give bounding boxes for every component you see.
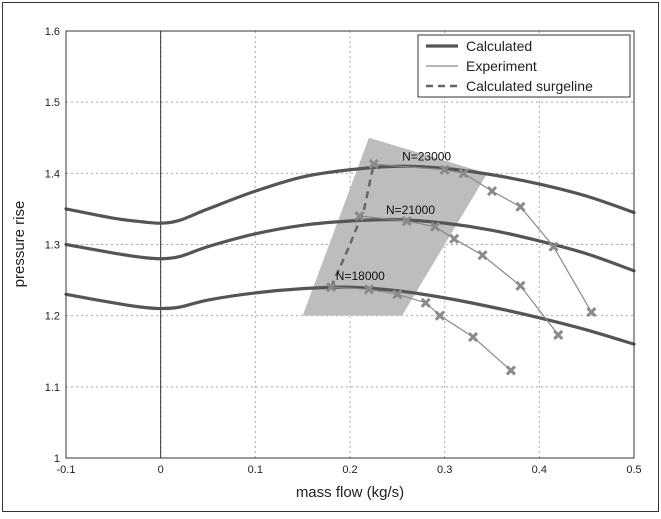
surge-region [302, 137, 488, 316]
experiment-marker [586, 307, 597, 318]
experiment-marker [401, 215, 412, 227]
marker-stroke [392, 289, 403, 300]
experiment-marker [553, 329, 564, 340]
experiment-marker [434, 310, 445, 321]
experiment-marker [326, 282, 337, 293]
tick-labels: -0.1 0 0.1 0.2 0.3 0.4 0.5 1 1.1 1.2 1.3 1.4 1.5 1.6 [45, 26, 642, 476]
legend-label-calculated: Calculated [466, 38, 532, 54]
marker-stroke [439, 164, 450, 175]
surgeline [329, 163, 375, 288]
experiment-marker [515, 280, 526, 291]
calculated-line-0 [64, 285, 636, 346]
x-tick-label: 0.3 [437, 464, 452, 476]
y-tick-label: 1.1 [45, 382, 60, 394]
experiment-marker [354, 210, 365, 222]
y-axis-label: pressure rise [11, 201, 28, 288]
x-tick-label: 0.2 [342, 464, 357, 476]
speed-label: N=18000 [336, 269, 385, 283]
experiment-marker [449, 233, 460, 244]
experiment-marker [548, 241, 559, 252]
annotation-layer: N=18000 N=21000 N=23000 [336, 150, 452, 284]
experiment-marker [458, 168, 469, 179]
experiment-marker [368, 159, 379, 170]
marker-stroke [326, 282, 337, 293]
experiment-marker [477, 250, 488, 261]
calculated-line-1 [64, 217, 636, 273]
experiment-marker [515, 201, 526, 212]
calculated-line-2 [64, 164, 636, 225]
marker-stroke [368, 159, 379, 170]
marker-stroke [420, 297, 431, 308]
marker-stroke [354, 210, 365, 222]
marker-stroke [586, 307, 597, 318]
x-tick-label: 0.5 [626, 464, 641, 476]
experiment-marker [486, 186, 498, 197]
marker-stroke [434, 310, 445, 321]
experiment-marker [392, 289, 403, 300]
y-tick-label: 1.2 [45, 311, 60, 323]
x-tick-label: 0.1 [248, 464, 263, 476]
marker-layer [326, 159, 597, 376]
x-tick-label: -0.1 [57, 464, 76, 476]
experiment-marker [363, 284, 374, 295]
x-axis-label: mass flow (kg/s) [296, 484, 404, 501]
marker-stroke [401, 215, 412, 227]
marker-stroke [468, 331, 479, 343]
experiment-marker [420, 297, 431, 308]
marker-stroke [486, 186, 498, 197]
marker-stroke [430, 221, 441, 232]
y-tick-label: 1 [54, 453, 60, 465]
legend-label-surgeline: Calculated surgeline [466, 78, 593, 94]
x-tick-label: 0.4 [532, 464, 547, 476]
y-tick-label: 1.4 [45, 168, 60, 180]
legend-label-experiment: Experiment [466, 58, 537, 74]
marker-stroke [363, 284, 374, 295]
y-tick-label: 1.5 [45, 97, 60, 109]
experiment-marker [439, 164, 450, 175]
marker-stroke [548, 241, 559, 252]
marker-stroke [515, 201, 526, 212]
legend: Calculated Experiment Calculated surgeli… [417, 34, 631, 98]
marker-stroke [477, 250, 488, 261]
x-tick-label: 0 [158, 464, 164, 476]
experiment-marker [505, 365, 516, 376]
surge-region-layer [302, 137, 488, 316]
marker-stroke [553, 329, 564, 340]
marker-stroke [449, 233, 460, 244]
experiment-marker [468, 331, 479, 343]
marker-stroke [505, 365, 516, 376]
marker-stroke [515, 280, 526, 291]
plot-border [65, 30, 635, 459]
marker-stroke [458, 168, 469, 179]
speed-label: N=23000 [402, 150, 451, 164]
y-tick-label: 1.6 [45, 26, 60, 38]
experiment-marker [430, 221, 441, 232]
y-tick-label: 1.3 [45, 240, 60, 252]
speed-label: N=21000 [386, 203, 435, 217]
